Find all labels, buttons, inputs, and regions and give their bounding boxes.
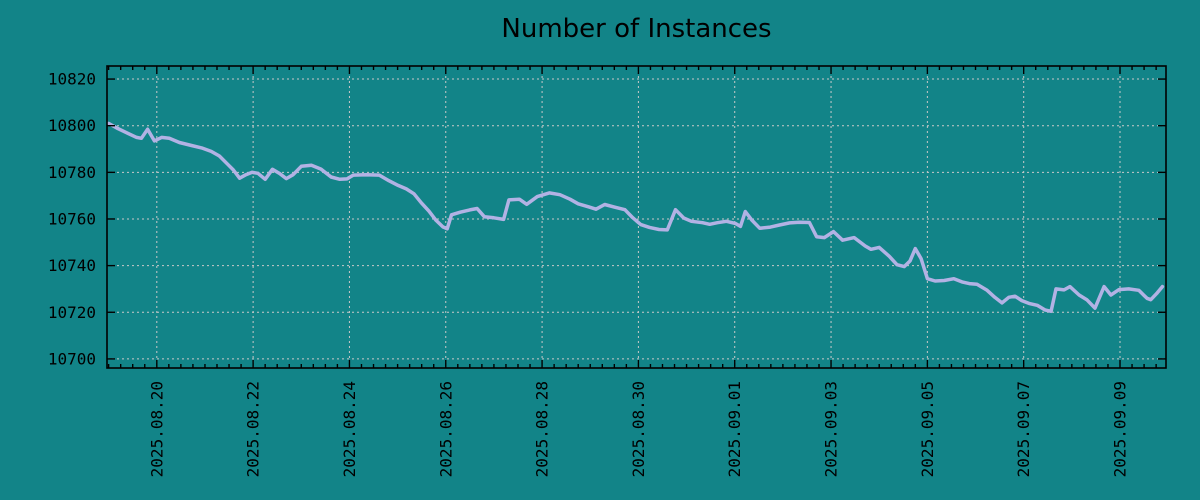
y-tick-label: 10780 <box>48 163 96 182</box>
y-axis-labels: 10700 10720 10740 10760 10780 10800 10820 <box>48 70 96 369</box>
y-tick-label: 10740 <box>48 256 96 275</box>
x-tick-label: 2025.08.26 <box>436 381 455 477</box>
x-tick-label: 2025.08.30 <box>629 381 648 477</box>
x-tick-label: 2025.08.28 <box>533 381 552 477</box>
x-axis-labels: 2025.08.20 2025.08.22 2025.08.24 2025.08.26… <box>147 381 1129 477</box>
x-tick-label: 2025.08.22 <box>244 381 263 477</box>
x-tick-label: 2025.09.05 <box>918 381 937 477</box>
data-line <box>106 121 1165 314</box>
y-tick-label: 10760 <box>48 209 96 228</box>
x-tick-label: 2025.09.01 <box>725 381 744 477</box>
x-tick-label: 2025.08.24 <box>340 381 359 477</box>
grid-lines <box>107 66 1166 368</box>
axis-ticks <box>107 66 1166 368</box>
y-tick-label: 10800 <box>48 116 96 135</box>
y-tick-label: 10700 <box>48 349 96 368</box>
plot-frame <box>106 65 1167 369</box>
y-tick-label: 10820 <box>48 70 96 89</box>
x-tick-label: 2025.09.03 <box>822 381 841 477</box>
chart-title: Number of Instances <box>501 14 772 44</box>
x-tick-label: 2025.09.07 <box>1014 381 1033 477</box>
y-tick-label: 10720 <box>48 303 96 322</box>
x-tick-label: 2025.09.09 <box>1111 381 1130 477</box>
x-tick-label: 2025.08.20 <box>147 381 166 477</box>
